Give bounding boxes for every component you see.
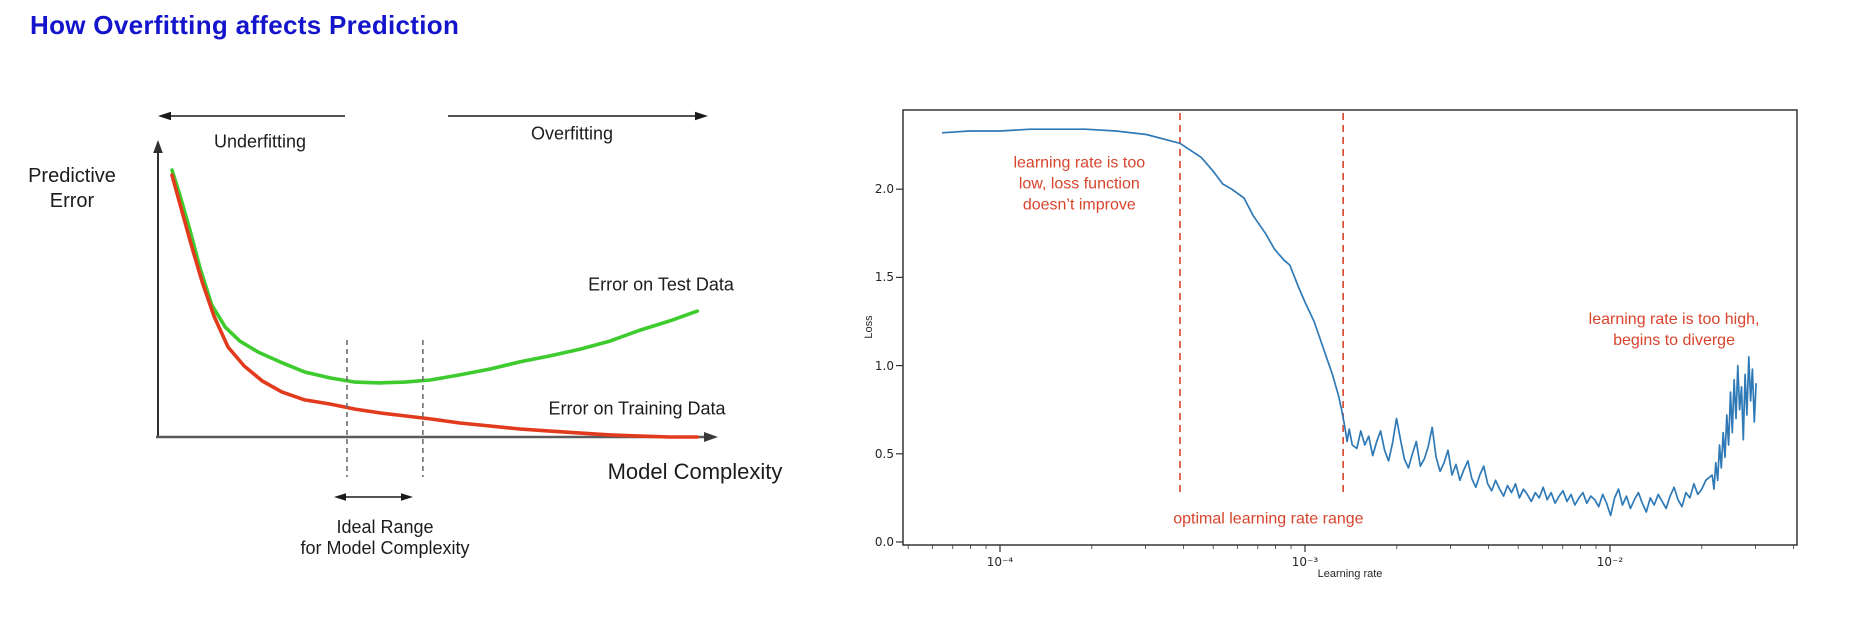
y-tick-label: 0.0 <box>874 535 894 549</box>
y-tick-label: 1.5 <box>874 270 894 285</box>
test-error-series-label: Error on Test Data <box>588 274 734 295</box>
y-tick-label: 1.0 <box>874 358 894 373</box>
underfitting-arrowhead <box>158 111 171 121</box>
overfitting-diagram-canvas <box>153 111 718 501</box>
underfitting-label: Underfitting <box>213 131 307 152</box>
ideal-range-arrowhead-left <box>334 493 346 501</box>
page-title: How Overfitting affects Prediction <box>30 10 460 40</box>
training-error-curve <box>170 173 700 439</box>
train-error-series-label: Error on Training Data <box>548 398 726 419</box>
x-tick-label: 10⁻² <box>1596 555 1624 569</box>
y-axis-label: Predictive Error <box>28 165 116 212</box>
x-axis-arrowhead <box>704 432 718 442</box>
y-tick-label: 2.0 <box>874 182 894 197</box>
lr-finder-chart-canvas <box>896 109 1798 552</box>
ideal-range-label: Ideal Range for Model Complexity <box>300 517 470 558</box>
annotation-optimal-range: optimal learning rate range <box>1173 510 1364 528</box>
annotation-lr-too-high: learning rate is too high, begins to div… <box>1588 311 1760 350</box>
ideal-range-arrowhead-right <box>401 493 413 501</box>
plot-border <box>902 109 1798 546</box>
overfitting-label: Overfitting <box>530 123 614 144</box>
x-axis-label: Model Complexity <box>607 459 783 484</box>
y-tick-label: 0.5 <box>874 446 894 461</box>
annotation-lr-too-low: learning rate is too low, loss function … <box>1013 154 1146 214</box>
y-axis-arrowhead <box>153 140 163 153</box>
overfitting-arrowhead <box>695 111 708 121</box>
x-tick-label: 10⁻³ <box>1291 555 1319 569</box>
x-tick-label: 10⁻⁴ <box>986 555 1014 569</box>
loss-curve <box>941 128 1757 517</box>
learning-rate-x-axis-label: Learning rate <box>1317 568 1383 580</box>
loss-y-axis-label: Loss <box>863 315 875 339</box>
